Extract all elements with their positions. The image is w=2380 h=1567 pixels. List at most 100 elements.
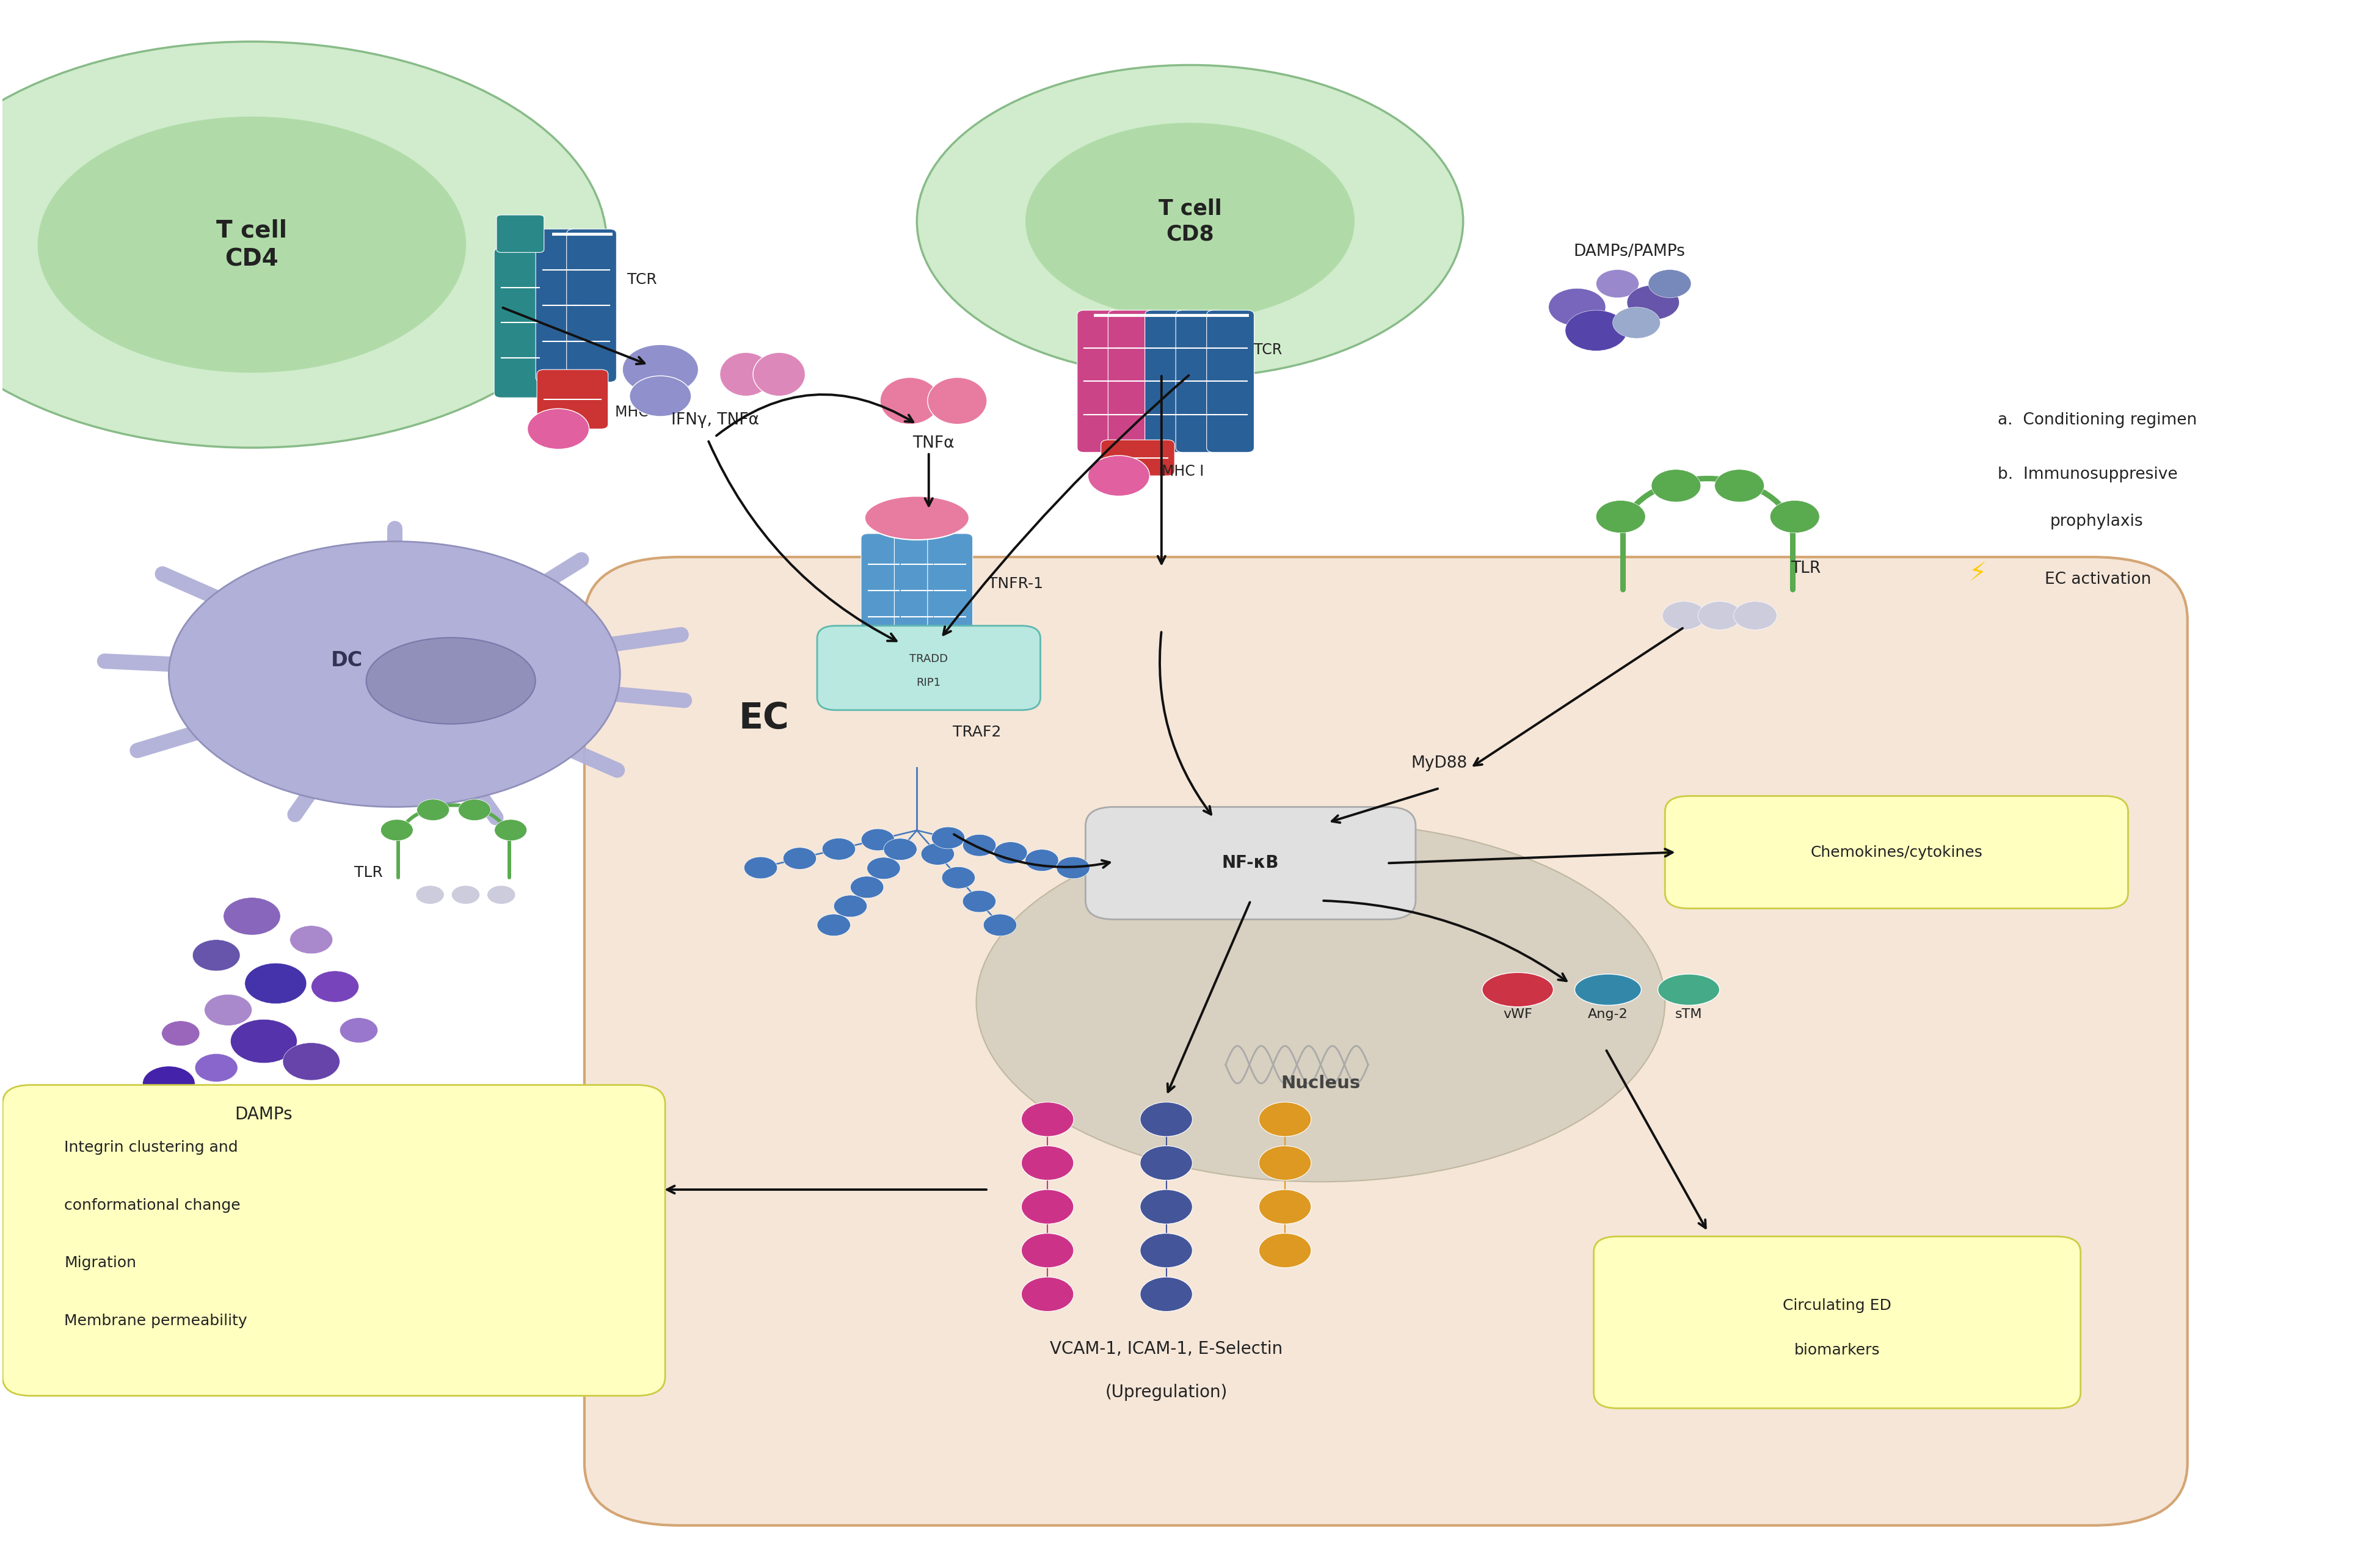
Circle shape (1661, 602, 1706, 630)
Text: Chemokines/cytokines: Chemokines/cytokines (1811, 845, 1983, 860)
FancyBboxPatch shape (1207, 310, 1254, 453)
Ellipse shape (1659, 975, 1721, 1006)
Text: conformational change: conformational change (64, 1197, 240, 1213)
Text: ⚡: ⚡ (1968, 561, 1987, 586)
Circle shape (1597, 500, 1645, 533)
Circle shape (1021, 1189, 1073, 1224)
Text: Integrin clustering and: Integrin clustering and (64, 1141, 238, 1155)
Ellipse shape (1576, 975, 1642, 1006)
Text: sTM: sTM (1676, 1008, 1702, 1020)
Text: TNFR-1: TNFR-1 (988, 577, 1042, 591)
Circle shape (528, 409, 590, 450)
Ellipse shape (1483, 973, 1554, 1008)
Circle shape (283, 1042, 340, 1080)
Circle shape (1733, 602, 1778, 630)
Circle shape (783, 848, 816, 870)
Circle shape (459, 799, 490, 821)
Circle shape (231, 1020, 298, 1062)
Circle shape (1697, 602, 1742, 630)
Circle shape (1628, 285, 1680, 320)
Text: TLR: TLR (1790, 561, 1821, 577)
Ellipse shape (864, 497, 969, 541)
Circle shape (883, 838, 916, 860)
Text: Nucleus: Nucleus (1280, 1075, 1361, 1092)
Text: MyD88: MyD88 (1411, 755, 1468, 771)
Circle shape (1057, 857, 1090, 879)
Circle shape (1549, 288, 1607, 326)
FancyBboxPatch shape (816, 625, 1040, 710)
Text: Circulating ED: Circulating ED (1783, 1297, 1892, 1313)
Circle shape (1140, 1277, 1192, 1312)
Circle shape (1088, 456, 1150, 497)
Text: RIP1: RIP1 (916, 677, 940, 688)
Circle shape (340, 1019, 378, 1042)
Circle shape (381, 820, 414, 841)
Circle shape (143, 1066, 195, 1100)
FancyBboxPatch shape (1176, 310, 1223, 453)
Ellipse shape (1026, 122, 1354, 320)
FancyBboxPatch shape (1666, 796, 2128, 909)
Text: EC activation: EC activation (2044, 572, 2152, 588)
Circle shape (312, 972, 359, 1003)
Circle shape (816, 914, 850, 935)
Circle shape (862, 829, 895, 851)
Circle shape (162, 1022, 200, 1045)
Text: DAMPs/PAMPs: DAMPs/PAMPs (1573, 243, 1685, 259)
FancyBboxPatch shape (495, 248, 547, 398)
Text: TNFα: TNFα (912, 436, 954, 451)
FancyBboxPatch shape (1078, 310, 1128, 453)
Circle shape (452, 885, 481, 904)
FancyBboxPatch shape (1145, 310, 1192, 453)
Ellipse shape (169, 542, 621, 807)
Ellipse shape (916, 64, 1464, 378)
Text: (Upregulation): (Upregulation) (1104, 1384, 1228, 1401)
Text: Membrane permeability: Membrane permeability (64, 1313, 248, 1329)
FancyBboxPatch shape (1595, 1236, 2080, 1409)
Circle shape (1614, 307, 1661, 338)
Circle shape (850, 876, 883, 898)
Circle shape (962, 890, 995, 912)
Circle shape (1026, 849, 1059, 871)
Text: EC: EC (738, 702, 790, 736)
Text: Ang-2: Ang-2 (1587, 1008, 1628, 1020)
Circle shape (866, 857, 900, 879)
Text: TRADD: TRADD (909, 653, 947, 664)
Ellipse shape (367, 638, 536, 724)
Circle shape (745, 857, 778, 879)
Circle shape (416, 799, 450, 821)
Circle shape (1021, 1233, 1073, 1268)
FancyBboxPatch shape (585, 556, 2187, 1525)
Text: NF-κB: NF-κB (1221, 854, 1278, 871)
Circle shape (931, 827, 964, 849)
Circle shape (1652, 470, 1702, 501)
Text: DAMPs: DAMPs (236, 1106, 293, 1124)
Circle shape (290, 926, 333, 954)
Circle shape (1597, 270, 1640, 298)
Circle shape (1259, 1233, 1311, 1268)
Circle shape (416, 885, 445, 904)
FancyBboxPatch shape (928, 534, 973, 647)
Circle shape (1259, 1189, 1311, 1224)
Circle shape (631, 376, 690, 417)
Text: vWF: vWF (1504, 1008, 1533, 1020)
Text: TCR: TCR (1254, 342, 1283, 357)
Circle shape (1771, 500, 1818, 533)
Text: MHC II: MHC II (616, 404, 662, 420)
Circle shape (1649, 270, 1692, 298)
Circle shape (195, 1053, 238, 1081)
Circle shape (995, 841, 1028, 863)
FancyBboxPatch shape (497, 215, 545, 252)
Circle shape (1140, 1189, 1192, 1224)
Circle shape (1140, 1233, 1192, 1268)
FancyBboxPatch shape (862, 534, 907, 647)
Circle shape (983, 914, 1016, 935)
Text: IFNγ, TNFα: IFNγ, TNFα (671, 412, 759, 428)
FancyBboxPatch shape (538, 370, 609, 429)
Text: a.  Conditioning regimen: a. Conditioning regimen (1997, 412, 2197, 428)
Ellipse shape (928, 378, 988, 425)
Circle shape (193, 940, 240, 972)
FancyBboxPatch shape (2, 1084, 664, 1396)
Ellipse shape (881, 378, 940, 425)
Text: Migration: Migration (64, 1255, 136, 1271)
Text: T cell
CD4: T cell CD4 (217, 219, 288, 271)
